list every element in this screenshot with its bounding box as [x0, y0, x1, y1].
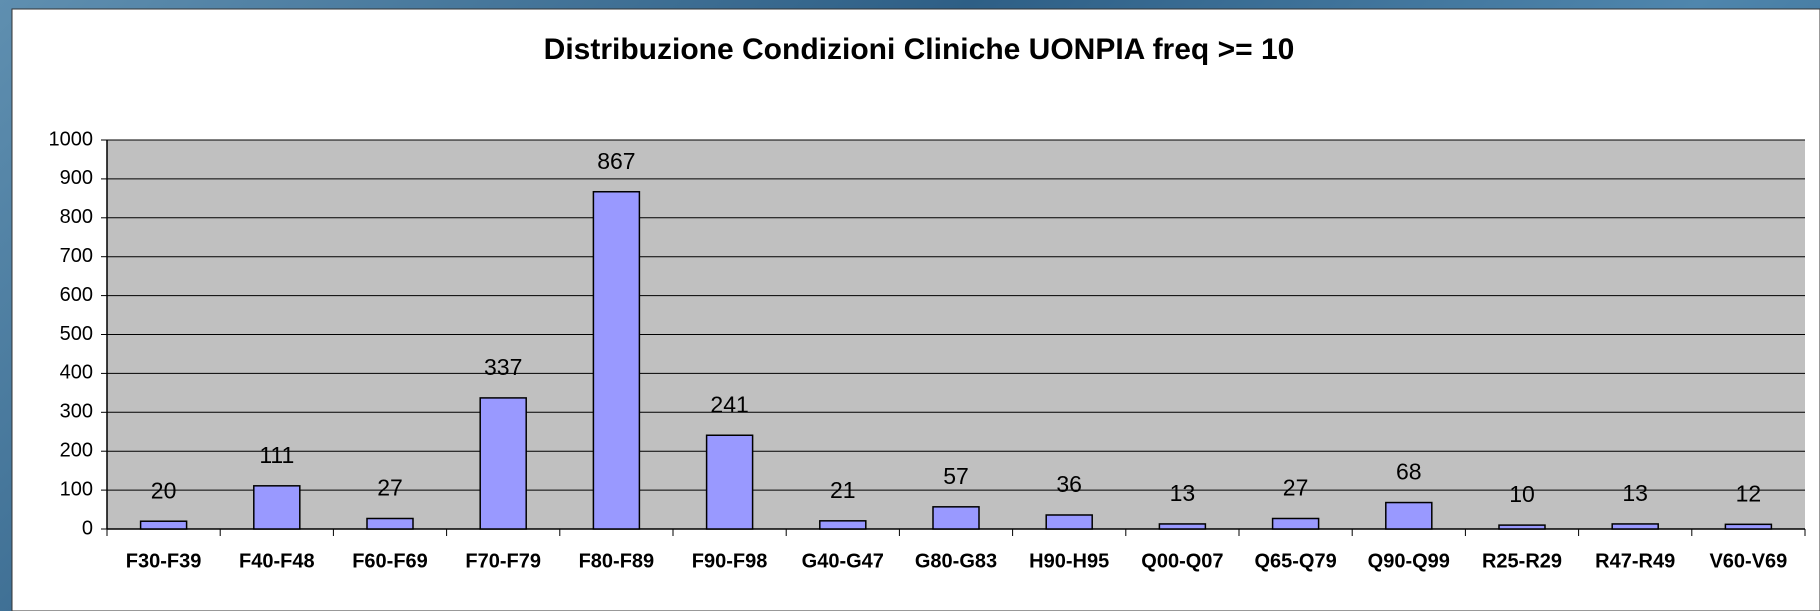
x-tick-label: F40-F48 [239, 550, 315, 572]
data-label: 10 [1509, 481, 1535, 507]
data-label: 867 [597, 148, 635, 174]
bar [1498, 524, 1546, 530]
data-label: 68 [1396, 459, 1422, 485]
y-tick-label: 0 [82, 517, 93, 539]
bar [705, 434, 754, 530]
y-tick-label: 1000 [49, 128, 94, 150]
chart-title: Distribuzione Condizioni Cliniche UONPIA… [544, 33, 1295, 66]
bar [819, 520, 867, 530]
bar [253, 485, 301, 530]
y-tick-label: 100 [60, 478, 93, 500]
bar [1158, 523, 1207, 530]
bar [932, 506, 980, 530]
x-tick-label: F60-F69 [352, 550, 428, 572]
data-label: 13 [1622, 480, 1648, 506]
data-label: 337 [484, 354, 522, 380]
data-label: 20 [151, 477, 177, 503]
bar [479, 397, 527, 530]
x-tick-label: F90-F98 [692, 550, 768, 572]
x-tick-label: Q65-Q79 [1254, 550, 1336, 572]
data-label: 27 [377, 475, 403, 501]
x-tick-label: F80-F89 [579, 550, 655, 572]
y-tick-label: 200 [60, 439, 93, 461]
bar [1271, 517, 1320, 530]
y-tick-label: 600 [60, 284, 93, 306]
bar [366, 517, 414, 530]
data-label: 111 [259, 442, 294, 468]
bar [1045, 514, 1093, 530]
bar [1385, 501, 1433, 530]
x-tick-label: Q00-Q07 [1141, 550, 1223, 572]
bar [1724, 523, 1773, 530]
data-label: 27 [1283, 475, 1309, 501]
x-tick-label: Q90-Q99 [1368, 550, 1450, 572]
x-tick-label: R47-R49 [1595, 550, 1675, 572]
y-tick-label: 300 [60, 401, 93, 423]
x-tick-label: G80-G83 [915, 550, 997, 572]
x-tick-label: G40-G47 [802, 550, 884, 572]
bar [1611, 523, 1659, 530]
data-label: 36 [1056, 471, 1082, 497]
data-label: 13 [1170, 480, 1196, 506]
x-tick-label: F70-F79 [465, 550, 541, 572]
y-tick-label: 800 [60, 206, 93, 228]
x-tick-label: V60-V69 [1709, 550, 1787, 572]
data-label: 241 [710, 391, 748, 417]
y-tick-label: 500 [60, 323, 93, 345]
y-tick-label: 700 [60, 245, 93, 267]
y-tick-label: 400 [60, 362, 93, 384]
x-tick-label: H90-H95 [1029, 550, 1109, 572]
bar [139, 520, 188, 530]
y-tick-label: 900 [60, 167, 93, 189]
x-tick-label: F30-F39 [126, 550, 202, 572]
data-label: 21 [830, 477, 856, 503]
data-label: 57 [943, 463, 969, 489]
data-label: 12 [1736, 480, 1762, 506]
bar [592, 190, 641, 530]
x-tick-label: R25-R29 [1482, 550, 1562, 572]
